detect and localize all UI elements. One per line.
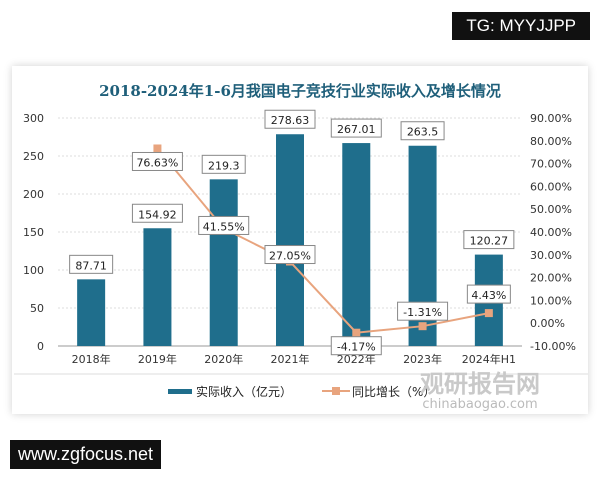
bar-data-label-box bbox=[131, 203, 183, 223]
left-tick-label: 0 bbox=[37, 340, 44, 353]
left-tick-label: 100 bbox=[23, 264, 44, 277]
line-data-label-box bbox=[131, 151, 183, 171]
bar-data-label-box bbox=[201, 154, 246, 174]
right-tick-label: -10.00% bbox=[530, 340, 576, 353]
line-data-label-box bbox=[198, 215, 250, 235]
bar-data-label: 267.01 bbox=[337, 123, 376, 136]
line-data-label: -1.31% bbox=[403, 306, 442, 319]
line-data-label: 41.55% bbox=[203, 220, 245, 233]
bar-data-label-box bbox=[463, 230, 515, 250]
growth-point bbox=[484, 309, 493, 318]
legend-bar-label: 实际收入（亿元） bbox=[196, 384, 292, 399]
right-tick-label: 70.00% bbox=[530, 158, 572, 171]
bar-data-label-box bbox=[330, 118, 382, 138]
chart-title: 2018-2024年1-6月我国电子竞技行业实际收入及增长情况 bbox=[99, 82, 501, 100]
legend-bar-swatch bbox=[168, 389, 192, 394]
x-tick-label: 2024年H1 bbox=[462, 352, 516, 366]
legend-line-marker bbox=[332, 387, 340, 395]
line-data-label: 76.63% bbox=[136, 156, 178, 169]
right-tick-label: 80.00% bbox=[530, 135, 572, 148]
watermark-site: www.zgfocus.net bbox=[10, 440, 162, 469]
bar bbox=[342, 143, 371, 346]
bar-data-label: 87.71 bbox=[75, 259, 107, 272]
bar-data-label-box bbox=[400, 121, 445, 141]
x-tick-label: 2020年 bbox=[204, 352, 243, 366]
line-data-label-box bbox=[466, 284, 511, 304]
line-data-label: -4.17% bbox=[337, 341, 376, 354]
logo-cn: 观研报告网 bbox=[420, 370, 540, 398]
right-tick-label: 90.00% bbox=[530, 112, 572, 125]
x-tick-label: 2021年 bbox=[271, 352, 310, 366]
bar-data-label-box bbox=[69, 254, 114, 274]
bar bbox=[276, 134, 304, 346]
right-tick-label: 20.00% bbox=[530, 272, 572, 285]
growth-point bbox=[352, 328, 361, 337]
bar-data-label: 154.92 bbox=[138, 208, 177, 221]
growth-point bbox=[153, 144, 162, 153]
bar bbox=[77, 279, 106, 346]
left-tick-label: 200 bbox=[23, 188, 44, 201]
bar-data-label: 263.5 bbox=[407, 126, 439, 139]
line-data-label: 4.43% bbox=[471, 289, 506, 302]
bar-data-label: 219.3 bbox=[208, 159, 240, 172]
bar-data-label: 120.27 bbox=[470, 235, 509, 248]
right-tick-label: 40.00% bbox=[530, 226, 572, 239]
growth-line bbox=[156, 147, 490, 334]
left-tick-label: 300 bbox=[23, 112, 44, 125]
left-tick-label: 50 bbox=[30, 302, 44, 315]
line-data-label: 27.05% bbox=[269, 250, 311, 263]
right-tick-label: 50.00% bbox=[530, 203, 572, 216]
legend-line-label: 同比增长（%） bbox=[352, 385, 435, 399]
x-tick-label: 2018年 bbox=[72, 352, 111, 366]
growth-point bbox=[418, 322, 427, 331]
left-tick-label: 250 bbox=[23, 150, 44, 163]
line-data-label-box bbox=[397, 301, 449, 321]
right-tick-label: 30.00% bbox=[530, 249, 572, 262]
right-tick-label: 10.00% bbox=[530, 294, 572, 307]
x-tick-label: 2023年 bbox=[403, 352, 442, 366]
watermark-tg: TG: MYYJJPP bbox=[452, 12, 590, 40]
x-tick-label: 2022年 bbox=[337, 352, 376, 366]
right-tick-label: 0.00% bbox=[530, 317, 565, 330]
bar bbox=[209, 179, 238, 346]
bar bbox=[143, 228, 172, 346]
right-tick-label: 60.00% bbox=[530, 180, 572, 193]
x-tick-label: 2019年 bbox=[138, 352, 177, 366]
line-data-label-box bbox=[264, 245, 316, 265]
left-tick-label: 150 bbox=[23, 226, 44, 239]
bar-data-label-box bbox=[264, 109, 316, 129]
bar-data-label: 278.63 bbox=[271, 114, 310, 127]
logo-en: chinabaogao.com bbox=[422, 397, 537, 412]
line-data-label-box bbox=[330, 336, 382, 356]
